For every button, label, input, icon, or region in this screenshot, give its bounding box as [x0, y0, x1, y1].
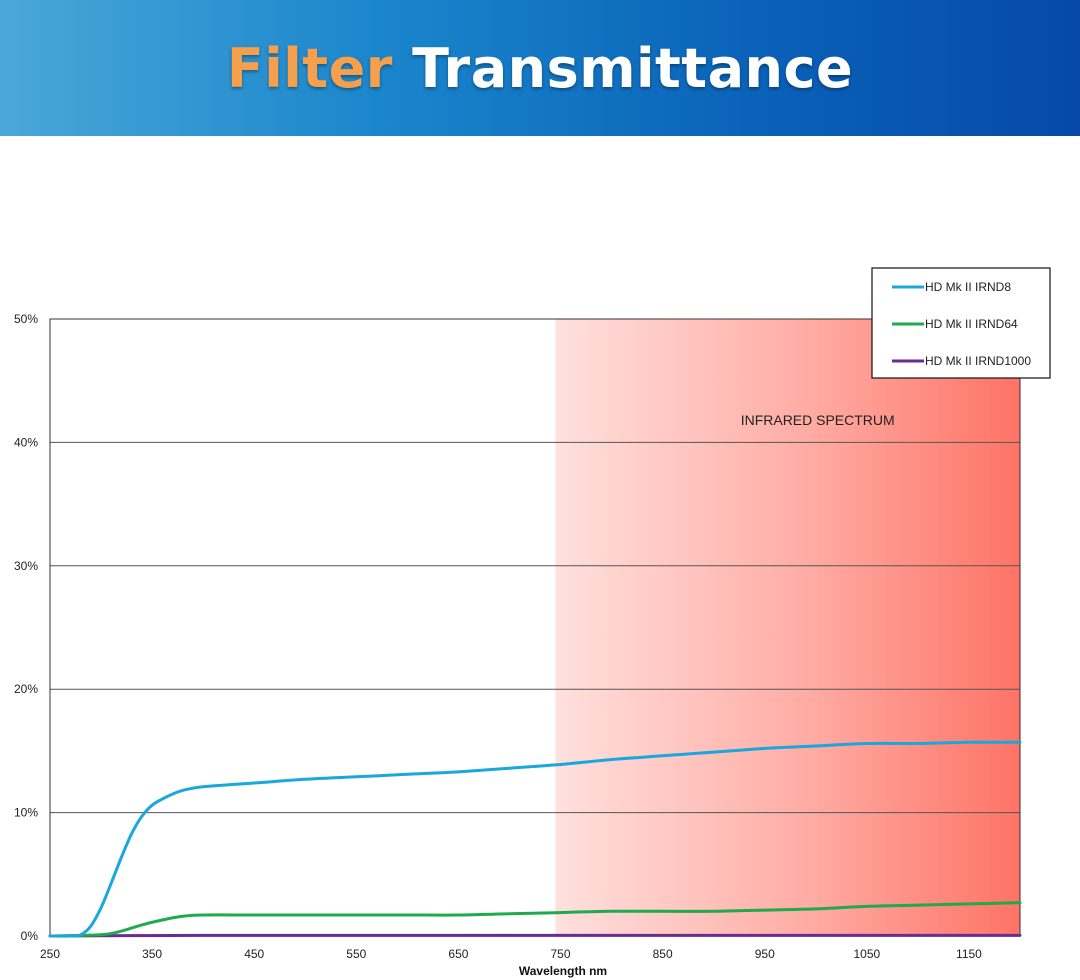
title-word-filter: Filter	[226, 36, 393, 100]
x-tick-label: 450	[244, 947, 264, 961]
x-tick-label: 550	[346, 947, 366, 961]
x-tick-label: 1150	[956, 947, 982, 961]
y-tick-label: 40%	[14, 435, 38, 449]
y-tick-label: 0%	[21, 929, 39, 943]
legend-entry-label: HD Mk II IRND64	[925, 317, 1018, 331]
y-tick-label: 20%	[14, 682, 38, 696]
series-line-hd-mk-ii-irnd8	[48, 740, 1022, 938]
x-axis-label: Wavelength nm	[519, 964, 607, 978]
series-line-hd-mk-ii-irnd1000	[48, 933, 1022, 938]
legend-entry-label: HD Mk II IRND1000	[925, 354, 1031, 368]
y-tick-label: 10%	[14, 806, 38, 820]
x-tick-label: 850	[653, 947, 673, 961]
title-banner: Filter Transmittance	[0, 0, 1080, 136]
y-tick-label: 50%	[14, 312, 38, 326]
x-tick-label: 1050	[853, 947, 880, 961]
page-title: Filter Transmittance	[227, 37, 853, 100]
y-tick-label: 30%	[14, 559, 38, 573]
series-line-hd-mk-ii-irnd64	[48, 901, 1022, 938]
legend-entry-label: HD Mk II IRND8	[925, 280, 1011, 294]
x-tick-label: 650	[448, 947, 468, 961]
x-tick-label: 350	[142, 947, 162, 961]
title-word-transmittance: Transmittance	[412, 36, 854, 100]
legend: HD Mk II IRND8 HD Mk II IRND64 HD Mk II IR…	[871, 267, 1051, 379]
infrared-spectrum-label: INFRARED SPECTRUM	[741, 412, 895, 428]
x-tick-label: 250	[40, 947, 60, 961]
infrared-region	[555, 319, 1020, 936]
x-tick-label: 750	[551, 947, 571, 961]
x-tick-label: 950	[755, 947, 775, 961]
